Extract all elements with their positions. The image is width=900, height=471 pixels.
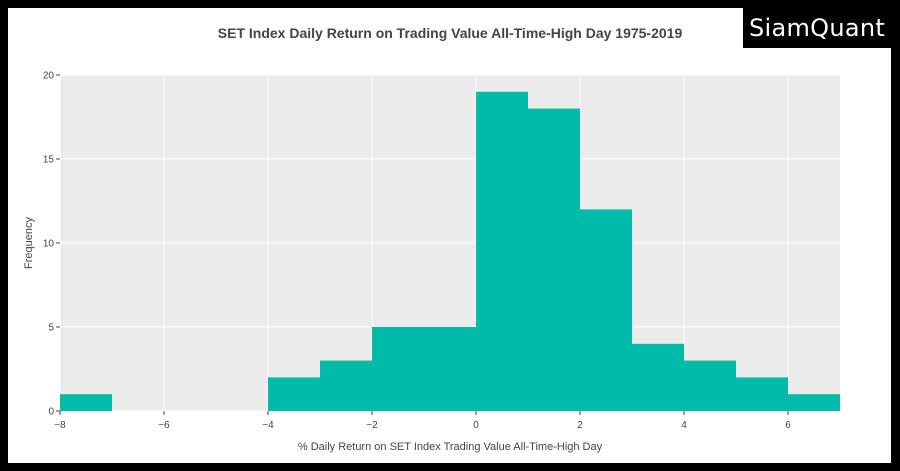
x-axis-ticks: −8 −6 −4 −2 0 2 4 6 [54,411,791,431]
histogram-bar [320,360,372,411]
chart-title: SET Index Daily Return on Trading Value … [218,25,683,41]
y-axis-title: Frequency [23,217,35,269]
histogram-bars [60,91,840,412]
histogram-bar [476,91,528,412]
y-tick-label: 10 [43,239,55,250]
histogram-bar [788,394,840,411]
x-tick-label: −6 [158,420,170,431]
y-tick-label: 15 [43,155,55,166]
y-tick-label: 5 [48,323,54,334]
histogram-bar [684,360,736,411]
y-tick-label: 20 [43,71,55,82]
histogram-bar [632,343,684,411]
x-tick-label: 6 [785,420,791,431]
histogram-bar [268,377,320,411]
x-tick-label: 2 [577,420,583,431]
x-tick-label: 4 [681,420,687,431]
histogram-bar [424,327,476,411]
x-tick-label: −8 [54,420,66,431]
histogram-bar [580,209,632,411]
histogram-bar [528,108,580,411]
chart-frame: SET Index Daily Return on Trading Value … [8,8,891,463]
histogram-bar [60,394,112,411]
y-tick-label: 0 [48,407,54,418]
histogram-chart: SET Index Daily Return on Trading Value … [23,25,840,453]
x-tick-label: −2 [366,420,378,431]
brand-logo: SiamQuant [743,8,891,48]
y-axis-ticks: 0 5 10 15 20 [43,71,60,418]
x-tick-label: 0 [473,420,479,431]
x-tick-label: −4 [262,420,274,431]
histogram-bar [372,327,424,411]
x-axis-title: % Daily Return on SET Index Trading Valu… [298,441,603,453]
histogram-bar [736,377,788,411]
